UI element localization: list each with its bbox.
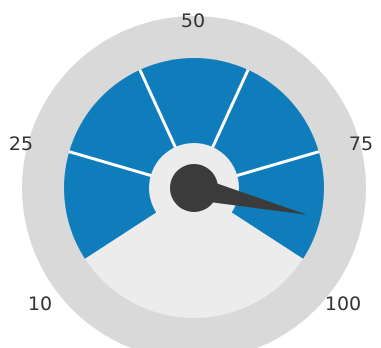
tick-label-75: 75 [349,133,373,155]
tick-label-50: 50 [181,10,205,32]
gauge-hub [170,164,218,212]
tick-label-25: 25 [9,133,33,155]
tick-label-100: 100 [325,293,361,315]
gauge-segment [63,151,194,259]
tick-label-10: 10 [28,293,52,315]
gauge-segment [139,58,249,189]
gauge-needle [191,176,307,215]
gauge-gap-wedge [84,188,304,318]
